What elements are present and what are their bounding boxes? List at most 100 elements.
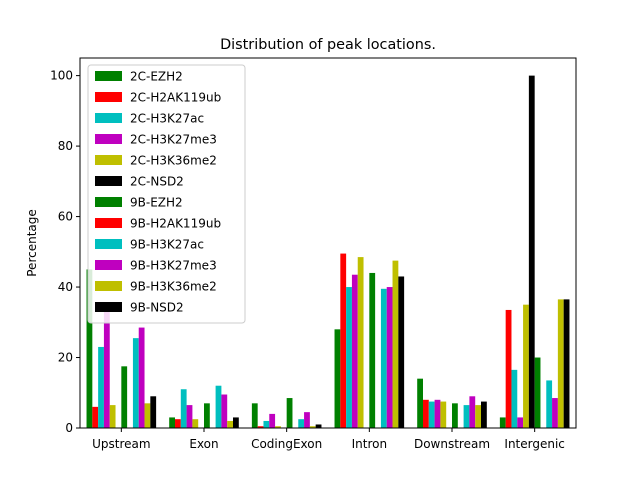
bar-2c-h3k36me2-intergenic — [523, 304, 529, 428]
bar-9b-h3k27me3-codingexon — [304, 412, 310, 428]
bar-2c-h3k27ac-intergenic — [511, 369, 518, 428]
bar-9b-ezh2-exon — [204, 403, 210, 428]
legend-label: 9B-H2AK119ub — [130, 217, 221, 231]
bar-9b-nsd2-downstream — [481, 401, 487, 428]
legend-swatch — [95, 302, 122, 312]
bar-2c-h3k27me3-codingexon — [269, 413, 276, 428]
bar-9b-h3k36me2-intron — [392, 260, 399, 428]
bar-9b-h3k36me2-upstream — [144, 403, 151, 428]
bar-9b-h3k27ac-downstream — [463, 405, 470, 428]
bar-2c-h3k27ac-intron — [346, 287, 352, 428]
bar-9b-nsd2-codingexon — [315, 424, 322, 428]
legend-label: 2C-H3K27ac — [130, 112, 204, 126]
bar-9b-h3k27me3-exon — [221, 394, 228, 428]
bar-2c-h2ak119ub-intron — [340, 253, 347, 428]
bar-2c-h3k36me2-upstream — [109, 405, 116, 428]
bar-9b-h3k27ac-intergenic — [546, 380, 553, 428]
bar-2c-h3k27me3-intron — [351, 274, 358, 428]
bar-9b-ezh2-intron — [369, 272, 376, 428]
bar-9b-ezh2-upstream — [121, 366, 128, 428]
bar-2c-ezh2-upstream — [86, 269, 93, 428]
bar-9b-h3k36me2-downstream — [475, 405, 481, 428]
legend-label: 2C-EZH2 — [130, 70, 183, 84]
legend-label: 9B-NSD2 — [130, 301, 184, 315]
bar-9b-nsd2-intergenic — [563, 299, 570, 428]
bar-2c-h3k36me2-codingexon — [275, 426, 281, 428]
legend-swatch — [95, 155, 122, 165]
bar-2c-h3k27ac-exon — [180, 389, 187, 428]
y-tick-label: 0 — [65, 421, 73, 435]
bar-2c-ezh2-exon — [169, 417, 175, 428]
bar-9b-ezh2-intergenic — [534, 357, 541, 428]
legend-swatch — [95, 281, 122, 291]
bar-9b-h3k27ac-codingexon — [298, 419, 305, 428]
bar-9b-h3k27me3-downstream — [469, 396, 476, 428]
bar-2c-ezh2-intron — [334, 329, 341, 428]
bar-2c-ezh2-intergenic — [499, 417, 506, 428]
legend-swatch — [95, 218, 122, 228]
y-axis-label: Percentage — [25, 209, 39, 277]
bar-9b-nsd2-exon — [233, 417, 239, 428]
bar-9b-h3k27me3-intron — [386, 287, 393, 428]
legend-swatch — [95, 197, 122, 207]
bar-2c-h3k36me2-downstream — [440, 401, 447, 428]
bar-2c-h2ak119ub-upstream — [92, 406, 99, 428]
legend-swatch — [95, 260, 122, 270]
legend-label: 9B-H3K36me2 — [130, 280, 217, 294]
legend-swatch — [95, 239, 122, 249]
legend-label: 9B-H3K27ac — [130, 238, 204, 252]
y-tick-label: 100 — [50, 69, 73, 83]
bar-2c-h3k27me3-intergenic — [517, 417, 524, 428]
legend-swatch — [95, 92, 122, 102]
bar-2c-h3k27me3-exon — [186, 405, 193, 428]
bar-2c-h3k27ac-upstream — [98, 346, 104, 428]
plot-frame — [79, 57, 577, 429]
x-tick-label-upstream: Upstream — [92, 437, 150, 451]
bar-2c-ezh2-downstream — [417, 378, 423, 428]
legend-label: 9B-H3K27me3 — [130, 259, 217, 273]
legend-label: 9B-EZH2 — [130, 196, 183, 210]
y-tick-label: 80 — [58, 139, 73, 153]
legend-label: 2C-H2AK119ub — [130, 91, 221, 105]
bar-9b-h3k36me2-intergenic — [557, 299, 564, 428]
legend-label: 2C-NSD2 — [130, 175, 184, 189]
bar-2c-h3k27me3-downstream — [434, 399, 441, 428]
legend-swatch — [95, 134, 122, 144]
y-tick-label: 40 — [58, 280, 73, 294]
bar-2c-h3k27ac-codingexon — [263, 420, 270, 428]
bar-9b-h3k27ac-upstream — [132, 338, 139, 428]
legend: 2C-EZH2 2C-H2AK119ub 2C-H3K27ac 2C-H3K27me3… — [87, 64, 246, 324]
bars-layer — [86, 75, 570, 429]
legend-box — [87, 64, 246, 324]
bar-2c-nsd2-intergenic — [528, 75, 535, 429]
legend-label: 2C-H3K27me3 — [130, 133, 217, 147]
bar-2c-h3k36me2-exon — [192, 419, 199, 428]
y-tick-label: 60 — [58, 210, 73, 224]
bar-9b-h3k27ac-exon — [215, 385, 222, 428]
bar-2c-ezh2-codingexon — [251, 403, 258, 428]
x-tick-label-downstream: Downstream — [414, 437, 490, 451]
bar-9b-ezh2-codingexon — [286, 398, 293, 428]
bar-2c-h3k27ac-downstream — [428, 401, 435, 428]
bar-2c-h2ak119ub-downstream — [423, 399, 429, 428]
bar-9b-h3k36me2-exon — [227, 420, 233, 428]
x-axis: Upstream Exon CodingExon Intron Downstream In… — [92, 428, 565, 451]
bar-2c-h3k36me2-intron — [357, 257, 364, 428]
bar-9b-h3k27me3-upstream — [138, 327, 145, 428]
x-tick-label-codingexon: CodingExon — [251, 437, 322, 451]
bar-2c-h3k27me3-upstream — [103, 304, 110, 428]
legend-swatch — [95, 113, 122, 123]
bar-2c-h2ak119ub-intergenic — [505, 309, 512, 428]
x-tick-label-intron: Intron — [352, 437, 387, 451]
bar-2c-h2ak119ub-codingexon — [257, 426, 264, 428]
legend-label: 2C-H3K36me2 — [130, 154, 217, 168]
legend-swatch — [95, 71, 122, 81]
legend-swatch — [95, 176, 122, 186]
chart-title: Distribution of peak locations. — [220, 37, 436, 53]
bar-9b-nsd2-intron — [398, 276, 405, 428]
y-axis: 0 20 40 60 80 100 — [50, 69, 80, 435]
bar-9b-h3k27me3-intergenic — [552, 398, 558, 428]
bar-9b-nsd2-upstream — [150, 396, 157, 428]
